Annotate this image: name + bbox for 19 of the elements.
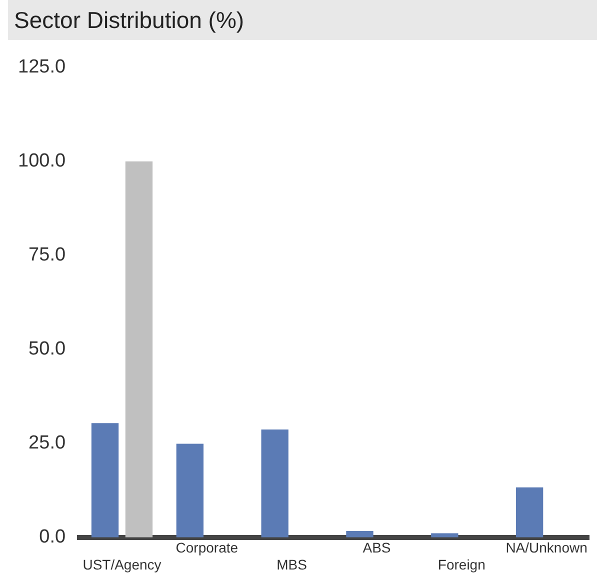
y-tick-label: 100.0 [18, 150, 66, 172]
chart-title: Sector Distribution (%) [8, 0, 597, 40]
bar [125, 161, 153, 538]
x-tick-label: UST/Agency [82, 556, 162, 572]
y-tick-label: 25.0 [28, 432, 66, 454]
y-tick-label: 50.0 [28, 338, 66, 360]
bar [346, 531, 374, 538]
bar [261, 429, 288, 538]
x-tick-label: NA/Unknown [506, 540, 588, 556]
x-tick-label: ABS [362, 540, 391, 556]
y-tick-label: 125.0 [18, 56, 66, 78]
bar [91, 423, 119, 538]
bar [516, 487, 544, 538]
x-tick-label: Foreign [438, 556, 486, 572]
x-tick-label: Corporate [176, 540, 238, 556]
y-tick-label: 0.0 [39, 526, 66, 548]
bar [176, 444, 204, 538]
y-tick-label: 75.0 [28, 244, 66, 266]
x-tick-label: MBS [276, 556, 307, 572]
